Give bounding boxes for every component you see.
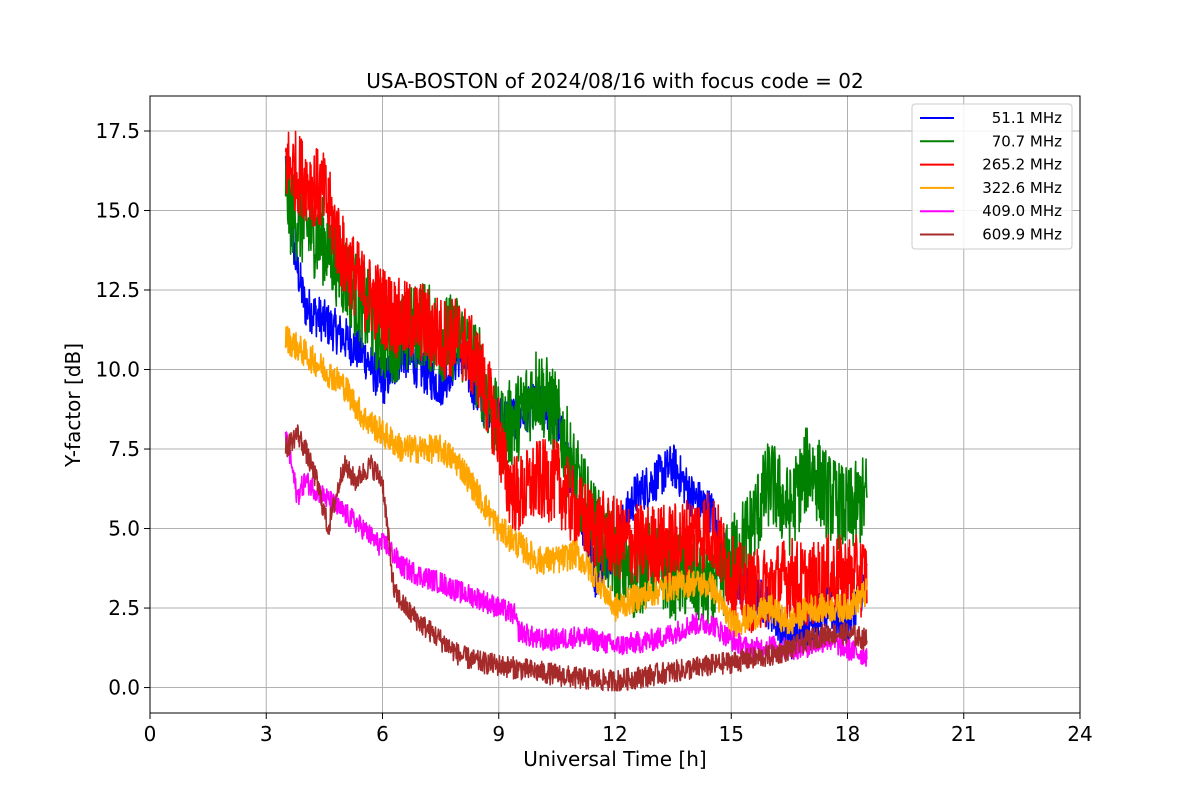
series-group bbox=[284, 130, 868, 692]
y-tick-label: 7.5 bbox=[108, 437, 140, 461]
y-tick-label: 15.0 bbox=[95, 198, 140, 222]
series-line-5 bbox=[284, 431, 868, 668]
legend-entry-label: 322.6 MHz bbox=[982, 179, 1062, 197]
x-tick-label: 6 bbox=[376, 722, 389, 746]
legend-entry-label: 409.0 MHz bbox=[982, 202, 1062, 220]
y-tick-label: 0.0 bbox=[108, 676, 140, 700]
x-tick-label: 12 bbox=[602, 722, 627, 746]
legend-entry-label: 70.7 MHz bbox=[992, 132, 1062, 150]
x-tick-label: 0 bbox=[144, 722, 157, 746]
legend-box bbox=[911, 103, 1073, 250]
series-line-6 bbox=[284, 424, 868, 692]
y-tick-label: 10.0 bbox=[95, 358, 140, 382]
y-axis-label: Y-factor [dB] bbox=[61, 343, 85, 468]
x-tick-label: 18 bbox=[835, 722, 860, 746]
legend: 51.1 MHz 70.7 MHz 265.2 MHz 322.6 MHz 409.0 … bbox=[911, 103, 1073, 250]
y-tick-label: 2.5 bbox=[108, 596, 140, 620]
chart-title: USA-BOSTON of 2024/08/16 with focus code… bbox=[366, 69, 863, 93]
series-line-4 bbox=[284, 325, 868, 638]
x-tick-label: 24 bbox=[1067, 722, 1092, 746]
y-tick-label: 17.5 bbox=[95, 119, 140, 143]
x-tick-label: 3 bbox=[260, 722, 273, 746]
x-tick-label: 15 bbox=[719, 722, 744, 746]
plot-area bbox=[284, 130, 868, 692]
y-tick-label: 12.5 bbox=[95, 278, 140, 302]
series-line-2 bbox=[284, 155, 868, 635]
legend-entry-label: 609.9 MHz bbox=[982, 226, 1062, 244]
x-tick-label: 9 bbox=[492, 722, 505, 746]
legend-entry-label: 51.1 MHz bbox=[992, 109, 1062, 127]
legend-entry-label: 265.2 MHz bbox=[982, 156, 1062, 174]
x-axis-label: Universal Time [h] bbox=[523, 747, 706, 771]
x-tick-label: 21 bbox=[951, 722, 976, 746]
axis-ticks: 0 3 6 9 12 15 18 21 24 0.0 2.5 5.0 7.5 10.0 12.5 15.0 17… bbox=[95, 119, 1092, 746]
y-tick-label: 5.0 bbox=[108, 517, 140, 541]
